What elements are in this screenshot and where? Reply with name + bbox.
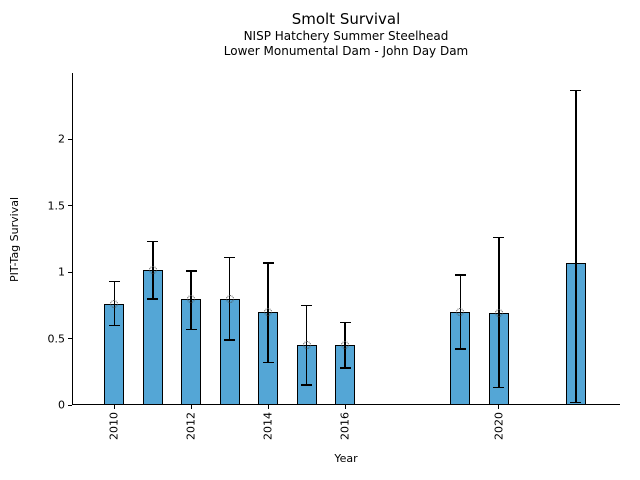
chart-subtitle-line1: NISP Hatchery Summer Steelhead (243, 29, 449, 43)
x-tick-label-2020: 2020 (492, 412, 506, 440)
x-tick-label-2016: 2016 (338, 412, 352, 440)
error-cap-top-2019 (454, 274, 466, 276)
y-tick-0 (68, 404, 72, 406)
error-cap-top-2022 (570, 89, 582, 91)
bar-top-marker-2011 (148, 265, 157, 274)
y-tick-label-1: 1 (58, 265, 65, 279)
bar-top-marker-2020 (494, 309, 503, 318)
plot-area: 2010 2012 2014 2016 2020 0 0.5 1 1.5 2 (48, 73, 620, 440)
y-axis-label: PIT-Tag Survival (8, 196, 21, 282)
chart-subtitle-line2: Lower Monumental Dam - John Day Dam (223, 43, 469, 58)
y-tick-2 (68, 138, 72, 140)
error-cap-bottom-2022 (570, 401, 582, 404)
error-cap-top-2020 (493, 236, 505, 239)
chart-title: Smolt Survival (291, 10, 401, 28)
bar-top-marker-2016 (341, 341, 350, 350)
x-axis-label: Year (334, 452, 358, 465)
error-cap-bottom-2020 (493, 386, 505, 389)
bar-top-marker-2010 (110, 300, 119, 309)
error-cap-bottom-2013 (224, 339, 236, 341)
y-tick-1 (68, 271, 72, 273)
error-cap-top-2014 (262, 262, 274, 264)
error-bar-2022 (575, 90, 577, 403)
bar-top-marker-2013 (225, 294, 234, 303)
x-tick-2020 (498, 405, 500, 409)
error-cap-bottom-2011 (147, 298, 159, 300)
bar-top-marker-2019 (456, 308, 465, 317)
bar-top-marker-2014 (264, 308, 273, 317)
x-tick-2014 (267, 405, 269, 409)
y-tick-0.5 (68, 338, 72, 340)
x-tick-2016 (344, 405, 346, 409)
y-tick-label-1.5: 1.5 (47, 199, 66, 213)
error-cap-bottom-2019 (454, 348, 466, 350)
error-cap-bottom-2016 (339, 367, 351, 369)
error-cap-top-2015 (301, 304, 313, 307)
error-cap-bottom-2014 (262, 361, 274, 364)
y-tick-label-2: 2 (58, 132, 65, 146)
error-cap-bottom-2012 (185, 328, 197, 331)
error-cap-bottom-2010 (108, 324, 120, 327)
error-cap-top-2016 (339, 321, 351, 324)
x-tick-label-2014: 2014 (261, 412, 275, 440)
error-cap-top-2012 (185, 270, 197, 272)
chart-title-block: Smolt Survival NISP Hatchery Summer Stee… (72, 10, 620, 58)
x-tick-label-2012: 2012 (184, 412, 198, 440)
x-tick-2012 (190, 405, 192, 409)
x-tick-label-2010: 2010 (107, 412, 121, 440)
y-tick-1.5 (68, 205, 72, 207)
error-cap-top-2010 (108, 280, 120, 283)
bar-top-marker-2015 (302, 341, 311, 350)
x-tick-2010 (113, 405, 115, 409)
y-tick-label-0.5: 0.5 (47, 332, 66, 346)
bar-top-marker-2012 (187, 294, 196, 303)
error-cap-top-2011 (147, 240, 159, 243)
error-cap-bottom-2015 (301, 384, 313, 386)
y-tick-label-0: 0 (58, 398, 65, 412)
error-cap-top-2013 (224, 256, 236, 259)
y-axis-spine (72, 73, 73, 405)
